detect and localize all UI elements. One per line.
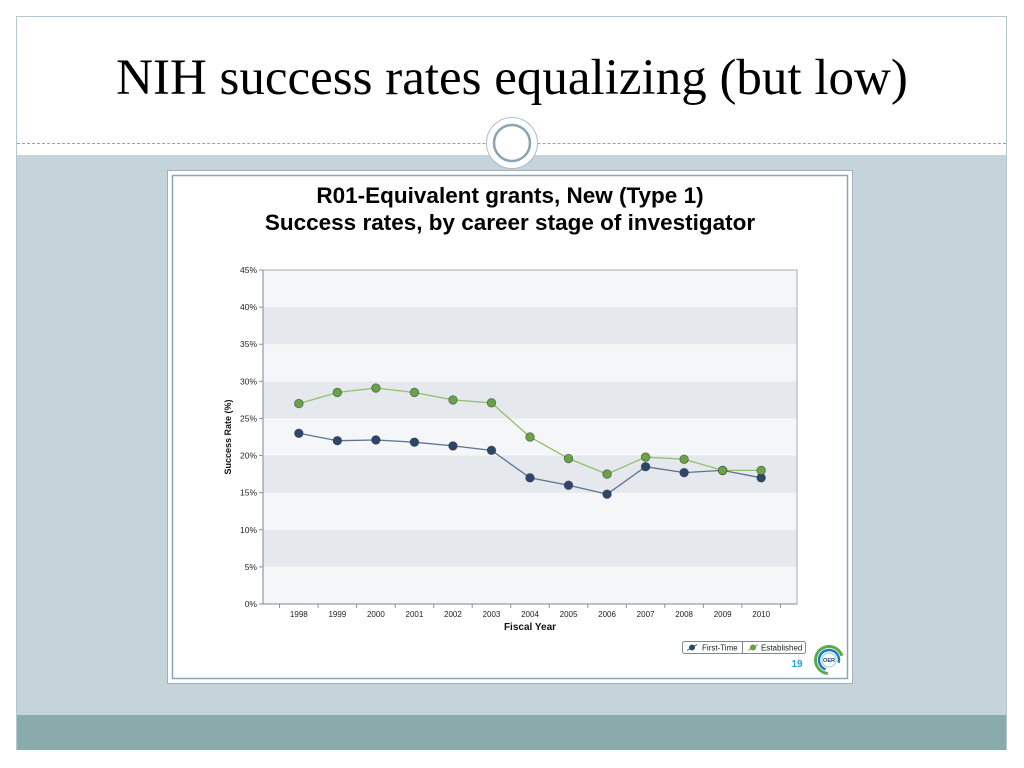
legend-label-first-time: First-Time [702, 644, 738, 653]
x-tick-label: 2000 [367, 610, 385, 619]
legend-marker-first-time [689, 644, 695, 651]
plot-band [263, 492, 797, 530]
data-point-established [294, 398, 304, 409]
data-point-first-time [486, 445, 497, 456]
plot-bands [263, 270, 797, 604]
chart-image: R01-Equivalent grants, New (Type 1) Succ… [167, 170, 853, 684]
line-chart: R01-Equivalent grants, New (Type 1) Succ… [167, 170, 853, 684]
x-tick-label: 2001 [406, 610, 424, 619]
series-group [294, 383, 766, 499]
x-tick-label: 2008 [675, 610, 693, 619]
y-tick-label: 25% [240, 413, 257, 423]
data-point-established [332, 387, 343, 398]
plot-band [263, 270, 797, 308]
data-point-established [679, 454, 689, 464]
data-point-first-time [602, 489, 612, 499]
x-tick-label: 2009 [714, 610, 732, 619]
data-point-first-time [525, 473, 535, 483]
legend-label-established: Established [761, 644, 802, 653]
logo-text: OER [823, 658, 835, 664]
x-tick-label: 2003 [483, 610, 501, 619]
y-tick-label: 15% [240, 488, 257, 498]
data-point-established [525, 432, 535, 442]
legend-box [682, 641, 806, 654]
data-point-first-time [332, 436, 343, 446]
divider-ornament-icon [486, 117, 538, 169]
y-tick-label: 45% [240, 265, 257, 275]
plot-band [263, 529, 797, 567]
y-tick-label: 30% [240, 376, 257, 386]
page-number: 19 [791, 659, 803, 670]
data-point-first-time [563, 480, 574, 490]
data-point-first-time [409, 437, 420, 447]
legend-marker-established [750, 644, 756, 651]
footer-band [17, 715, 1006, 750]
slide-title: NIH success rates equalizing (but low) [116, 50, 908, 106]
x-axis-label: Fiscal Year [504, 622, 556, 633]
data-point-established [563, 453, 574, 464]
data-point-first-time [640, 461, 651, 472]
x-tick-label: 2010 [752, 610, 770, 619]
ornament-inner-ring [492, 123, 532, 163]
plot-band [263, 566, 797, 604]
chart-subtitle: Success rates, by career stage of invest… [265, 210, 755, 235]
y-tick-label: 5% [245, 562, 258, 572]
y-tick-label: 10% [240, 525, 257, 535]
x-tick-label: 2004 [521, 610, 539, 619]
y-axis-label: Success Rate (%) [223, 399, 233, 474]
plot-band [263, 307, 797, 345]
oer-logo: OER [814, 645, 844, 675]
data-point-first-time [448, 441, 458, 451]
chart-inner-border [171, 174, 849, 680]
y-tick-label: 20% [240, 451, 257, 461]
data-point-first-time [371, 435, 381, 445]
x-tick-label: 2007 [637, 610, 655, 619]
data-point-first-time [294, 428, 304, 438]
x-tick-label: 2005 [560, 610, 578, 619]
slide-frame [16, 16, 1007, 750]
x-tick-label: 2006 [598, 610, 616, 619]
y-axis: 0% 5% 10% 15% 20% 25% 30% 35% 40% 45% [240, 265, 263, 609]
x-tick-label: 1998 [290, 610, 308, 619]
data-point-established [756, 465, 766, 476]
x-tick-label: 1999 [328, 610, 346, 619]
data-point-established [409, 387, 420, 398]
y-tick-label: 35% [240, 339, 257, 349]
data-point-established [640, 452, 651, 462]
x-axis: 1998 1999 2000 2001 2002 2003 2004 2005 2006 2007… [279, 604, 781, 619]
y-tick-label: 0% [245, 599, 258, 609]
logo-middle-arc [817, 648, 841, 672]
data-point-established [371, 383, 381, 393]
plot-band [263, 344, 797, 382]
data-point-established [486, 398, 497, 408]
legend: First-Time Established [682, 641, 806, 654]
data-point-first-time [679, 467, 689, 478]
data-point-established [448, 395, 458, 405]
x-tick-label: 2002 [444, 610, 462, 619]
y-tick-label: 40% [240, 302, 257, 312]
data-point-established [602, 469, 612, 479]
logo-inner-circle [821, 652, 837, 668]
plot-band [263, 381, 797, 419]
chart-title: R01-Equivalent grants, New (Type 1) [316, 183, 703, 208]
data-point-established [717, 465, 728, 476]
